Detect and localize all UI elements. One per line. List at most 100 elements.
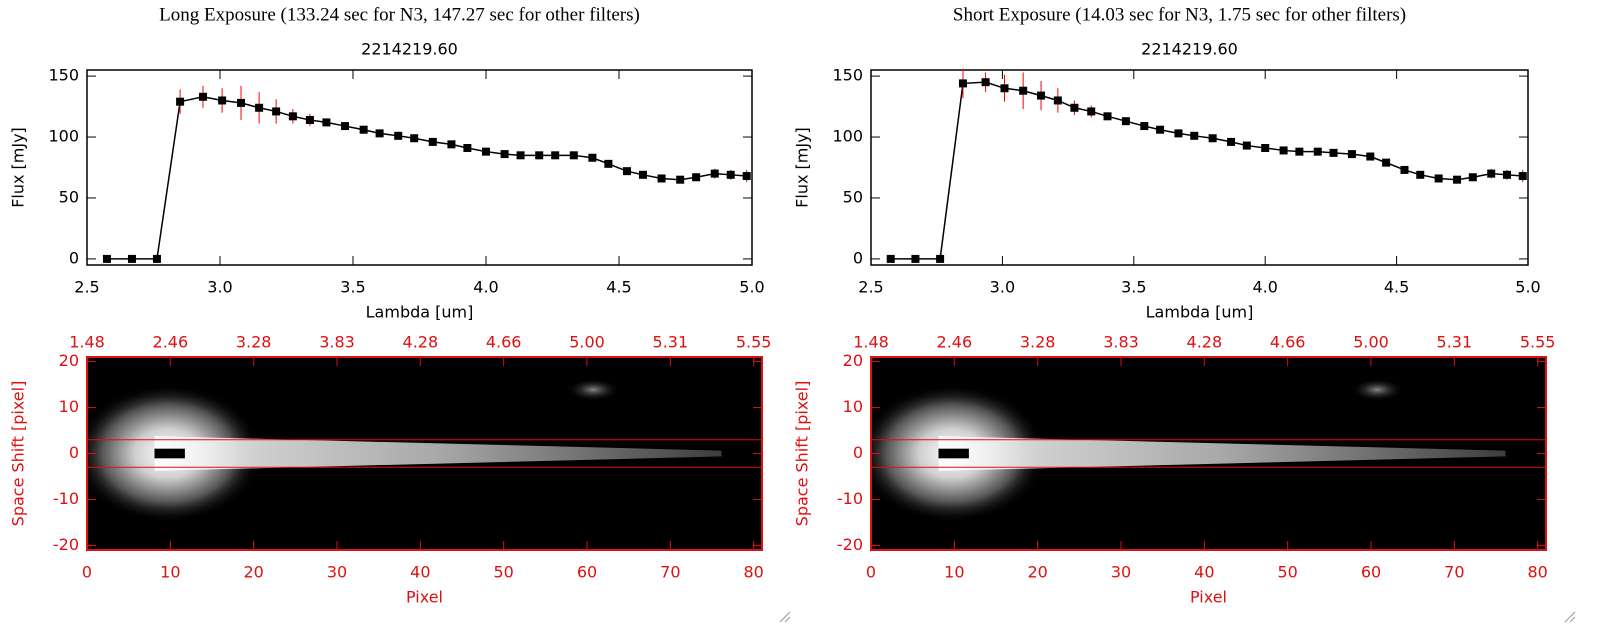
plot-frame <box>86 69 753 266</box>
resize-grip[interactable] <box>779 611 791 623</box>
data-point <box>1190 131 1199 140</box>
data-point <box>428 137 437 146</box>
x2-tick-label: 5.31 <box>1437 333 1473 352</box>
plot-title: 2214219.60 <box>361 40 458 59</box>
secondary-source <box>1350 378 1405 402</box>
image-panel: Pixel Space Shift [pixel] 0 10 20 30 40 50 60 70 8… <box>793 333 1556 607</box>
x2-tick-label: 4.28 <box>1187 333 1223 352</box>
data-point <box>710 169 719 178</box>
data-point <box>1518 172 1527 181</box>
data-point <box>255 103 264 112</box>
x-tick-label: 50 <box>493 563 513 582</box>
data-point <box>692 173 701 182</box>
x-axis-label: Lambda [um] <box>1146 303 1254 322</box>
data-point <box>482 147 490 156</box>
x2-tick-label: 2.46 <box>937 333 973 352</box>
y-tick-label: 0 <box>69 248 79 267</box>
resize-grip[interactable] <box>1564 611 1576 623</box>
x2-tick-label: 5.55 <box>736 333 772 352</box>
x-tick-label: 70 <box>660 563 680 582</box>
data-point <box>1070 103 1079 112</box>
data-point <box>551 151 560 160</box>
x-tick-label: 5.0 <box>1515 278 1540 297</box>
data-point <box>410 134 419 143</box>
data-point <box>981 78 990 87</box>
data-point <box>1313 147 1322 156</box>
image-panel: Pixel Space Shift [pixel] 0 10 20 30 40 50 60 70 8… <box>9 333 772 607</box>
data-point <box>1502 170 1511 179</box>
data-point <box>1487 169 1496 178</box>
flux-line <box>106 96 747 260</box>
data-point <box>1453 175 1462 184</box>
data-point <box>622 167 631 176</box>
x-tick-label: 20 <box>243 563 263 582</box>
x-tick-label: 60 <box>577 563 597 582</box>
data-point <box>1400 165 1409 174</box>
data-point <box>1156 125 1165 134</box>
data-point <box>588 153 597 162</box>
data-point <box>127 254 136 263</box>
x-tick-label: 40 <box>410 563 430 582</box>
data-point <box>1208 134 1217 143</box>
data-point <box>958 79 967 88</box>
image-content <box>87 378 762 523</box>
data-point <box>886 254 895 263</box>
data-point <box>176 97 185 106</box>
plot-frame <box>870 69 1529 266</box>
data-point <box>375 129 384 138</box>
data-point <box>218 96 227 105</box>
x2-tick-label: 3.28 <box>236 333 272 352</box>
x2-tick-label: 1.48 <box>69 333 105 352</box>
panel-heading: Long Exposure (133.24 sec for N3, 147.27… <box>159 4 640 25</box>
data-point <box>288 112 297 121</box>
data-point <box>500 150 509 159</box>
image-content <box>871 378 1546 523</box>
data-point <box>463 144 472 152</box>
y-tick-label: 0 <box>69 443 79 462</box>
data-point <box>1366 152 1375 161</box>
y-tick-label: 0 <box>853 248 863 267</box>
x2-tick-label: 4.66 <box>1270 333 1306 352</box>
data-point <box>676 175 685 184</box>
x-tick-label: 30 <box>1111 563 1131 582</box>
y-axis-label: Space Shift [pixel] <box>9 381 28 527</box>
spectrum-panel: Long Exposure (133.24 sec for N3, 147.27… <box>9 4 765 321</box>
y-tick-label: 20 <box>59 351 79 370</box>
data-point <box>516 151 525 160</box>
y-tick-label: 100 <box>832 127 863 146</box>
spectrum-panel: Short Exposure (14.03 sec for N3, 1.75 s… <box>793 4 1541 321</box>
x-tick-label: 40 <box>1194 563 1214 582</box>
y-tick-label: -10 <box>837 489 863 508</box>
data-point <box>1053 96 1062 105</box>
data-point <box>1416 170 1425 179</box>
data-point <box>359 125 368 134</box>
x-tick-label: 10 <box>160 563 180 582</box>
plot-title: 2214219.60 <box>1141 40 1238 59</box>
x-tick-label: 3.0 <box>207 278 232 297</box>
x2-tick-label: 3.28 <box>1020 333 1056 352</box>
y-tick-label: -10 <box>53 489 79 508</box>
data-point <box>535 151 544 160</box>
data-point <box>1103 112 1112 121</box>
data-point <box>1279 146 1288 155</box>
data-point <box>1019 86 1028 95</box>
x-tick-label: 3.5 <box>1121 278 1146 297</box>
data-point <box>152 254 161 263</box>
y-tick-label: 10 <box>843 397 863 416</box>
data-point <box>726 170 735 179</box>
panel-heading: Short Exposure (14.03 sec for N3, 1.75 s… <box>953 4 1406 25</box>
data-point <box>1261 144 1270 152</box>
y-axis-label: Flux [mJy] <box>9 127 28 208</box>
x2-tick-label: 4.66 <box>486 333 522 352</box>
data-point <box>1121 117 1130 126</box>
y-tick-label: 50 <box>843 187 863 206</box>
x2-tick-label: 2.46 <box>153 333 189 352</box>
data-point <box>1295 147 1304 156</box>
data-point <box>1468 173 1477 182</box>
y-tick-label: 100 <box>48 127 79 146</box>
data-point <box>911 254 920 263</box>
data-point <box>638 170 647 179</box>
y-tick-label: -20 <box>53 535 79 554</box>
x-axis-label: Pixel <box>1190 588 1227 607</box>
saturated-core <box>154 448 185 459</box>
